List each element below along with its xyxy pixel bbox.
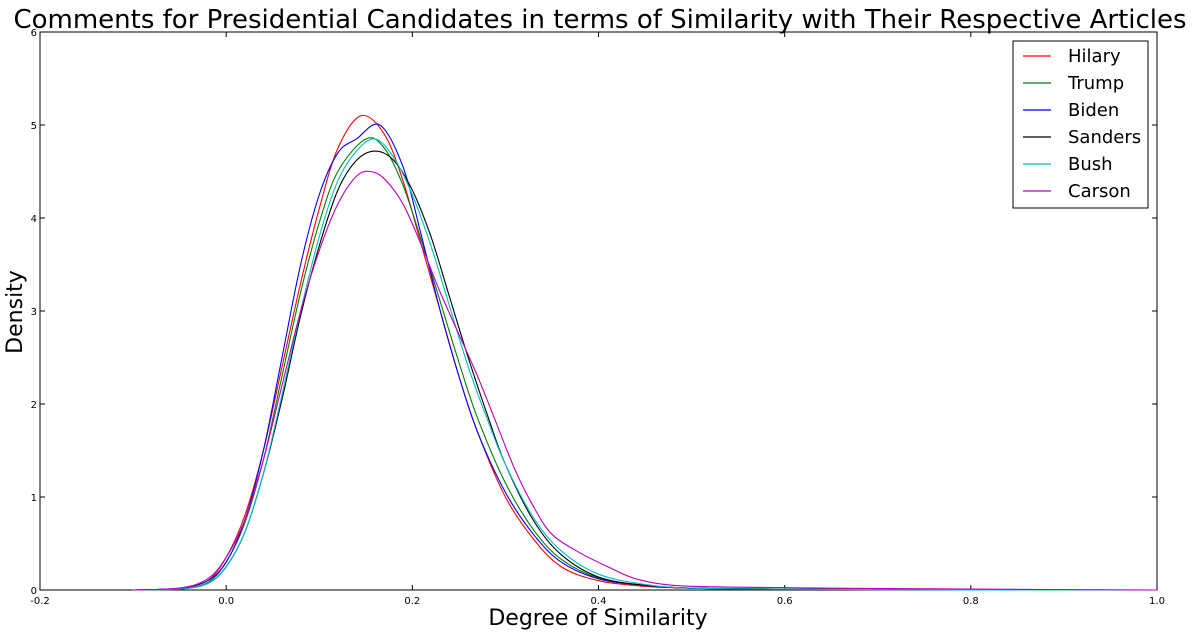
plot-area-frame	[39, 31, 1158, 591]
legend: Hilary Trump Biden Sanders Bush Carson	[1012, 40, 1149, 209]
legend-label-carson: Carson	[1068, 181, 1131, 202]
y-tick-label: 4	[31, 214, 37, 225]
series-lines	[133, 114, 1158, 591]
x-tick-label: 0.4	[591, 596, 607, 607]
y-tick-label: 5	[31, 121, 37, 132]
series-line-carson	[133, 170, 1158, 591]
x-tick-label: 0.6	[777, 596, 793, 607]
y-tick-label: 1	[31, 493, 37, 504]
x-tick-label: 1.0	[1149, 596, 1165, 607]
x-axis-label: Degree of Similarity	[488, 606, 707, 631]
legend-label-hilary: Hilary	[1068, 46, 1121, 67]
legend-box	[1012, 40, 1149, 209]
legend-label-biden: Biden	[1068, 100, 1119, 121]
x-tick-label: -0.2	[30, 596, 50, 607]
series-line-sanders	[133, 150, 1157, 591]
legend-label-bush: Bush	[1068, 154, 1113, 175]
y-tick-label: 2	[31, 400, 37, 411]
x-tick-label: 0.2	[404, 596, 420, 607]
y-tick-label: 0	[31, 586, 37, 597]
legend-label-trump: Trump	[1067, 73, 1124, 94]
y-axis-label: Density	[3, 270, 28, 354]
series-line-bush	[133, 138, 1157, 591]
x-tick-label: 0.8	[963, 596, 979, 607]
series-line-trump	[133, 137, 1157, 591]
legend-label-sanders: Sanders	[1068, 127, 1141, 148]
y-tick-label: 6	[31, 28, 37, 39]
y-tick-label: 3	[31, 307, 37, 318]
chart-title: Comments for Presidential Candidates in …	[13, 5, 1186, 35]
x-axis-ticks: -0.2 0.0 0.2 0.4 0.6 0.8 1.0	[30, 32, 1165, 607]
legend-items: Hilary Trump Biden Sanders Bush Carson	[1023, 46, 1141, 202]
y-axis-ticks: 0 1 2 3 4 5 6	[31, 28, 1157, 597]
x-tick-label: 0.0	[218, 596, 234, 607]
